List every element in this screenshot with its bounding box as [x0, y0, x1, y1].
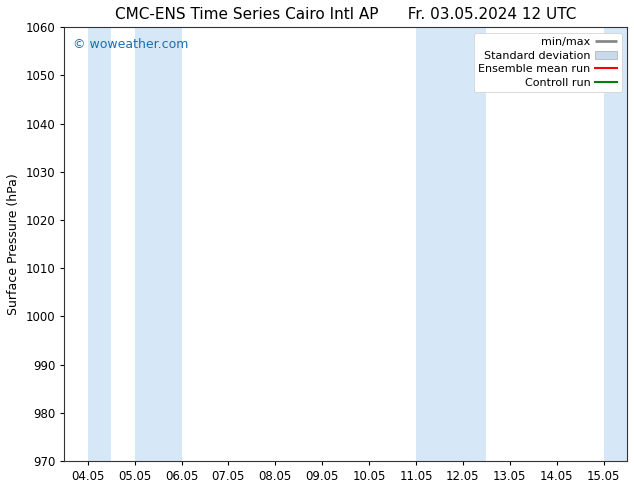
- Bar: [604, 27, 627, 461]
- Title: CMC-ENS Time Series Cairo Intl AP      Fr. 03.05.2024 12 UTC: CMC-ENS Time Series Cairo Intl AP Fr. 03…: [115, 7, 576, 22]
- Legend: min/max, Standard deviation, Ensemble mean run, Controll run: min/max, Standard deviation, Ensemble me…: [474, 33, 621, 92]
- Y-axis label: Surface Pressure (hPa): Surface Pressure (hPa): [7, 173, 20, 315]
- Text: © woweather.com: © woweather.com: [73, 38, 188, 51]
- Bar: [416, 27, 486, 461]
- Bar: [134, 27, 181, 461]
- Bar: [87, 27, 111, 461]
